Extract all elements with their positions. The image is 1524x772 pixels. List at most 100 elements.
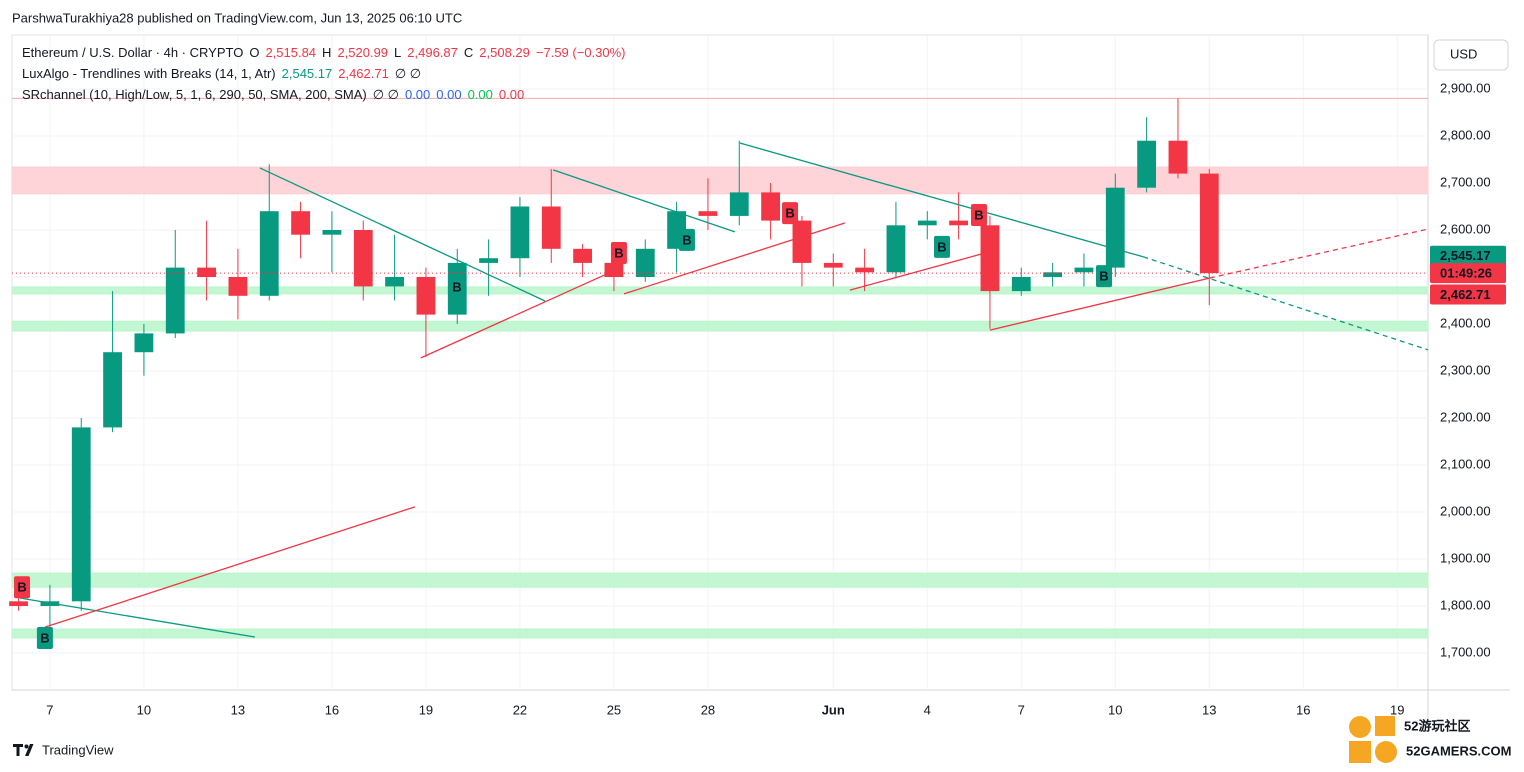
legend-item: ∅ ∅ [373,87,399,102]
price-label-box [1430,284,1506,305]
trendline [420,267,621,359]
candle-body [259,211,279,296]
break-marker [14,576,31,599]
x-tick-label: Jun [822,702,845,717]
candle-body [980,225,1000,292]
break-marker [782,202,799,225]
break-marker [970,203,987,226]
break-marker-label: B [17,580,26,595]
trendline [259,167,546,302]
brand-logo [13,744,34,756]
break-marker [36,626,53,649]
trendline [19,597,255,638]
price-label: 2,462.71 [1440,287,1491,302]
y-tick-label: 2,400.00 [1440,315,1491,330]
y-tick-label: 2,800.00 [1440,127,1491,142]
trendline [989,277,1211,331]
trendline [623,222,846,295]
candle-body [1199,173,1219,274]
currency-button[interactable] [1433,39,1509,71]
x-tick-label: 16 [325,702,339,717]
legend-item: 0.00 [468,87,493,102]
candle-body [103,352,122,428]
price-label: 2,545.17 [1440,248,1491,263]
attribution: ParshwaTurakhiya28 published on TradingV… [12,10,462,25]
legend-item: 2,515.84 [265,45,316,60]
legend-row: SRchannel (10, High/Low, 5, 1, 6, 290, 5… [22,87,524,102]
legend-item: LuxAlgo - Trendlines with Breaks (14, 1,… [22,66,276,81]
candle-body [792,220,812,263]
break-marker-label: B [452,279,461,294]
sr-zone [11,628,1429,639]
x-tick-label: 13 [231,702,245,717]
candle-body [353,230,373,287]
legend-item: 0.00 [499,87,524,102]
break-marker-label: B [937,239,946,254]
candle-body [1137,140,1157,188]
x-tick-label: 7 [1018,702,1025,717]
y-tick-label: 2,200.00 [1440,409,1491,424]
break-marker-label: B [785,206,794,221]
candle-body [1011,277,1031,292]
break-marker-label: B [1099,269,1108,284]
legend-item: SRchannel (10, High/Low, 5, 1, 6, 290, 5… [22,87,367,102]
candle-body [385,277,404,287]
candle-body [1043,272,1063,278]
y-tick-label: 2,000.00 [1440,503,1491,518]
sr-zone [11,572,1429,588]
currency: USD [1450,46,1477,61]
candle-body [1105,187,1125,268]
candle-body [1168,140,1188,174]
x-tick-label: 19 [419,702,433,717]
legend-item: −7.59 (−0.30%) [536,45,626,60]
y-tick-label: 1,800.00 [1440,597,1491,612]
candle-body [698,211,718,216]
candle-body [761,192,781,221]
x-tick-label: 16 [1296,702,1310,717]
trendline [739,142,1144,258]
x-tick-label: 22 [513,702,527,717]
break-marker [448,275,465,298]
legend-item: 0.00 [405,87,430,102]
legend-item: ∅ ∅ [395,66,421,81]
legend-item: H [322,45,331,60]
trendline [849,252,986,291]
watermark-url: 52GAMERS.COM [1406,743,1511,758]
legend-item: C [464,45,473,60]
legend-item: 2,545.17 [282,66,333,81]
sr-zone [11,286,1429,295]
legend-item: O [249,45,259,60]
y-tick-label: 2,300.00 [1440,362,1491,377]
price-label: 01:49:26 [1440,266,1492,281]
candle-body [479,258,498,263]
legend-item: 0.00 [436,87,461,102]
y-tick-label: 2,700.00 [1440,174,1491,189]
candle-body [855,267,875,273]
trendline [1142,256,1429,351]
candle-body [604,262,624,278]
candle-body [573,248,592,263]
legend-item: 2,520.99 [337,45,388,60]
break-marker-label: B [974,207,983,222]
candle-body [197,267,216,278]
legend-item: L [394,45,401,60]
candle-body [635,248,655,278]
y-tick-label: 2,100.00 [1440,456,1491,471]
break-marker [1096,265,1113,288]
candle-body [71,427,91,602]
sr-zone [11,320,1429,332]
x-tick-label: 4 [924,702,931,717]
x-tick-label: 10 [1108,702,1122,717]
candle-body [228,277,248,296]
legend-row: LuxAlgo - Trendlines with Breaks (14, 1,… [22,66,421,81]
candle-body [416,277,436,315]
break-marker [678,228,695,251]
x-tick-label: 28 [701,702,715,717]
candle-body [541,206,561,249]
legend-row: Ethereum / U.S. Dollar · 4h · CRYPTO O 2,5… [22,45,626,60]
y-tick-label: 2,900.00 [1440,80,1491,95]
break-marker-label: B [682,232,691,247]
price-label-box [1430,263,1506,284]
candle-body [9,601,28,607]
legend-item: Ethereum / U.S. Dollar · 4h · CRYPTO [22,45,243,60]
